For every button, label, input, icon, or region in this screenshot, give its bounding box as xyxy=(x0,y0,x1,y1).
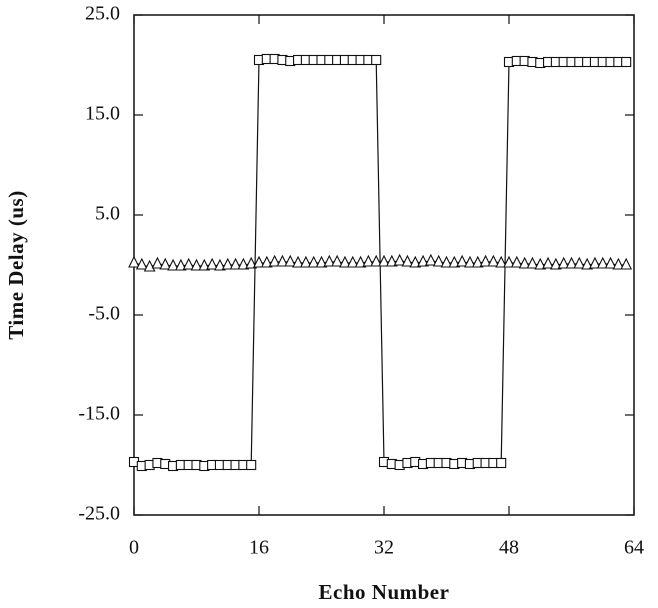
series-line xyxy=(133,260,627,268)
x-tick-label: 48 xyxy=(499,537,519,559)
triangle-marker xyxy=(370,254,383,267)
triangle-marker xyxy=(307,255,320,268)
x-tick-label: 0 xyxy=(129,537,139,559)
triangle-marker xyxy=(159,257,172,270)
triangle-marker xyxy=(417,254,429,267)
triangle-marker xyxy=(518,256,531,269)
square-marker xyxy=(371,54,382,66)
triangle-marker xyxy=(237,257,250,270)
triangle-marker xyxy=(510,255,523,268)
triangle-marker xyxy=(331,254,344,267)
triangle-marker xyxy=(495,255,508,268)
triangle-marker xyxy=(503,255,515,268)
triangle-marker xyxy=(479,254,492,267)
triangle-marker xyxy=(151,256,164,269)
triangle-marker xyxy=(565,256,578,269)
triangle-marker xyxy=(424,253,437,266)
triangle-marker xyxy=(362,254,375,267)
triangle-marker xyxy=(268,254,281,267)
triangle-marker xyxy=(526,256,539,269)
triangle-marker xyxy=(276,254,289,267)
triangle-marker xyxy=(339,255,351,268)
triangle-marker xyxy=(167,258,179,271)
triangle-marker xyxy=(549,257,562,270)
y-axis-title: Time Delay (us) xyxy=(4,190,28,339)
x-tick-label: 32 xyxy=(374,537,394,559)
triangle-marker xyxy=(581,257,594,270)
triangle-marker xyxy=(182,257,195,270)
triangle-marker xyxy=(393,253,406,266)
triangle-marker xyxy=(323,254,336,267)
triangle-marker xyxy=(440,255,453,268)
triangle-marker xyxy=(260,255,273,268)
triangle-marker xyxy=(292,255,304,268)
triangle-marker xyxy=(299,255,312,268)
triangle-marker xyxy=(557,256,570,269)
triangle-marker xyxy=(198,258,211,271)
triangle-marker xyxy=(604,256,617,269)
triangle-marker xyxy=(190,258,203,271)
triangle-marker xyxy=(284,254,297,267)
triangle-marker xyxy=(346,255,359,268)
triangle-marker xyxy=(596,256,609,269)
triangle-marker xyxy=(378,254,390,267)
triangle-marker xyxy=(448,255,461,268)
triangle-marker xyxy=(229,257,242,270)
triangle-marker xyxy=(221,257,234,270)
square-marker xyxy=(496,457,507,469)
square-marker xyxy=(621,56,632,68)
y-tick-label: 25.0 xyxy=(85,3,120,25)
triangle-marker xyxy=(206,257,219,270)
y-tick-label: 5.0 xyxy=(95,203,120,225)
x-tick-label: 16 xyxy=(249,537,269,559)
triangle-marker xyxy=(620,257,633,270)
x-tick-label: 64 xyxy=(624,537,644,559)
triangle-marker xyxy=(401,254,414,267)
triangle-marker xyxy=(589,256,601,269)
square-marker xyxy=(246,459,257,471)
triangle-marker xyxy=(612,257,625,270)
triangle-marker xyxy=(487,254,500,267)
triangle-marker xyxy=(385,254,398,267)
triangle-marker xyxy=(135,257,148,270)
y-tick-label: -25.0 xyxy=(78,503,120,525)
triangle-marker xyxy=(214,258,226,271)
y-tick-label: -5.0 xyxy=(88,303,120,325)
triangle-marker xyxy=(534,257,547,270)
x-axis-title: Echo Number xyxy=(319,580,450,604)
triangle-marker xyxy=(542,256,554,269)
y-tick-label: 15.0 xyxy=(85,103,120,125)
y-tick-label: -15.0 xyxy=(78,403,120,425)
triangle-marker xyxy=(573,256,586,269)
triangle-marker xyxy=(409,255,422,268)
triangle-marker xyxy=(464,255,476,268)
triangle-marker xyxy=(315,255,328,268)
triangle-marker xyxy=(253,255,265,268)
triangle-marker xyxy=(245,256,258,269)
triangle-marker xyxy=(456,254,469,267)
triangle-marker xyxy=(128,255,140,268)
triangle-marker xyxy=(432,254,445,267)
triangle-marker xyxy=(471,255,484,268)
triangle-marker xyxy=(354,255,367,268)
triangle-marker xyxy=(174,258,187,271)
